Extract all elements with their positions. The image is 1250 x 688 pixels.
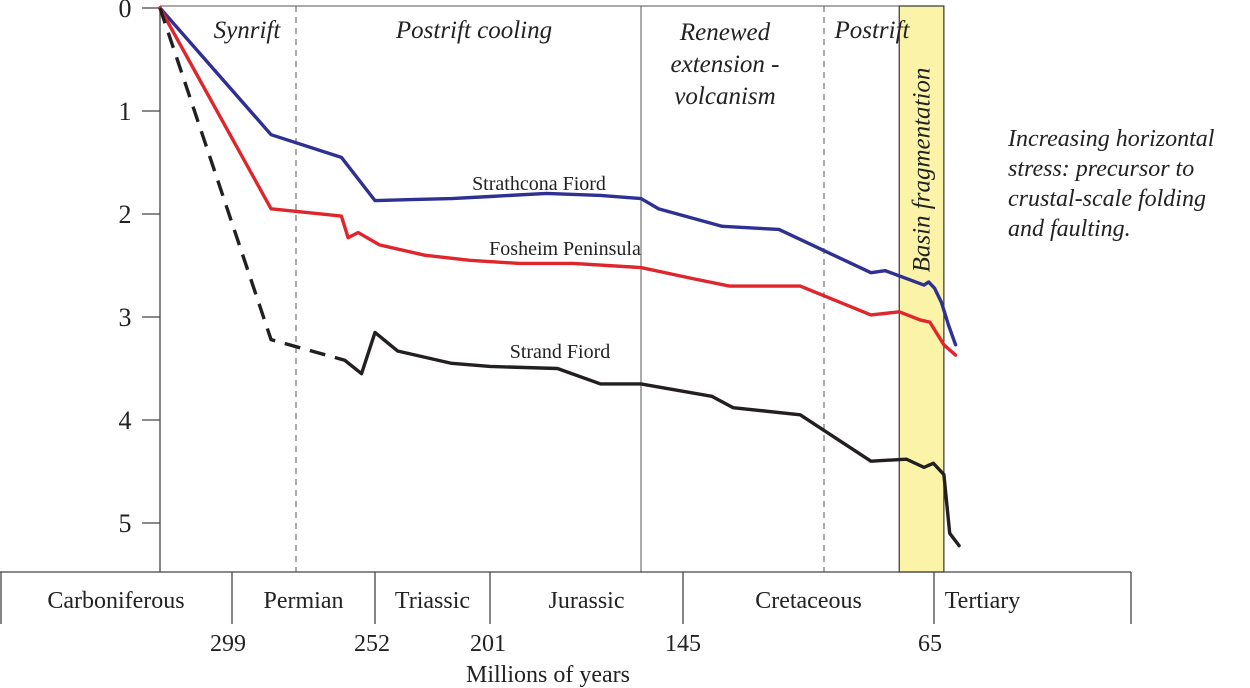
annotation-line-0: Increasing horizontal xyxy=(1007,126,1215,152)
phase-label-1-0: Postrift cooling xyxy=(395,17,552,44)
y-tick-label-2: 2 xyxy=(119,200,132,229)
phase-dividers xyxy=(160,5,900,572)
phase-label-2-2: volcanism xyxy=(674,83,775,110)
basin-fragmentation-band: Basin fragmentation xyxy=(898,5,945,573)
series-line-0 xyxy=(158,6,958,347)
age-tick-label-4: 65 xyxy=(918,631,942,657)
timescale: Carboniferous Permian Triassic Jurassic Cret… xyxy=(0,571,1132,688)
y-tick-label-1: 1 xyxy=(119,97,132,126)
y-tick-label-5: 5 xyxy=(119,509,132,538)
series-label-1: Fosheim Peninsula xyxy=(489,238,641,260)
period-label-5: Tertiary xyxy=(945,588,1021,614)
period-label-3: Jurassic xyxy=(549,588,625,614)
highlight-label: Basin fragmentation xyxy=(909,68,936,273)
period-label-1: Permian xyxy=(264,588,344,614)
y-tick-label-0: 0 xyxy=(119,0,132,23)
phase-label-2-0: Renewed xyxy=(679,19,771,46)
age-tick-label-1: 252 xyxy=(354,631,390,657)
phase-label-0-0: Synrift xyxy=(214,17,282,44)
x-axis-label: Millions of years xyxy=(466,662,630,688)
series-line-2 xyxy=(343,330,961,548)
y-axis: 0 1 2 3 4 5 xyxy=(119,0,161,572)
period-label-4: Cretaceous xyxy=(755,588,862,614)
y-tick-label-3: 3 xyxy=(119,303,132,332)
series-label-2: Strand Fiord xyxy=(510,341,611,363)
phase-label-2-1: extension - xyxy=(671,51,780,78)
annotation-line-2: crustal-scale folding xyxy=(1008,186,1206,212)
chart-text: Strathcona Fiord Fosheim Peninsula Strand … xyxy=(214,17,1215,363)
series-lines xyxy=(158,6,961,548)
period-label-2: Triassic xyxy=(395,588,470,614)
series-line-1 xyxy=(158,6,958,357)
y-tick-label-4: 4 xyxy=(119,406,132,435)
annotation-line-3: and faulting. xyxy=(1008,216,1131,242)
age-tick-label-0: 299 xyxy=(210,631,246,657)
age-tick-label-2: 201 xyxy=(470,631,506,657)
phase-label-3-0: Postrift xyxy=(833,17,910,44)
period-label-0: Carboniferous xyxy=(47,588,184,614)
series-label-0: Strathcona Fiord xyxy=(472,173,606,195)
age-tick-label-3: 145 xyxy=(665,631,701,657)
annotation-line-1: stress: precursor to xyxy=(1008,156,1194,182)
series-line-dashed-2 xyxy=(158,7,346,362)
